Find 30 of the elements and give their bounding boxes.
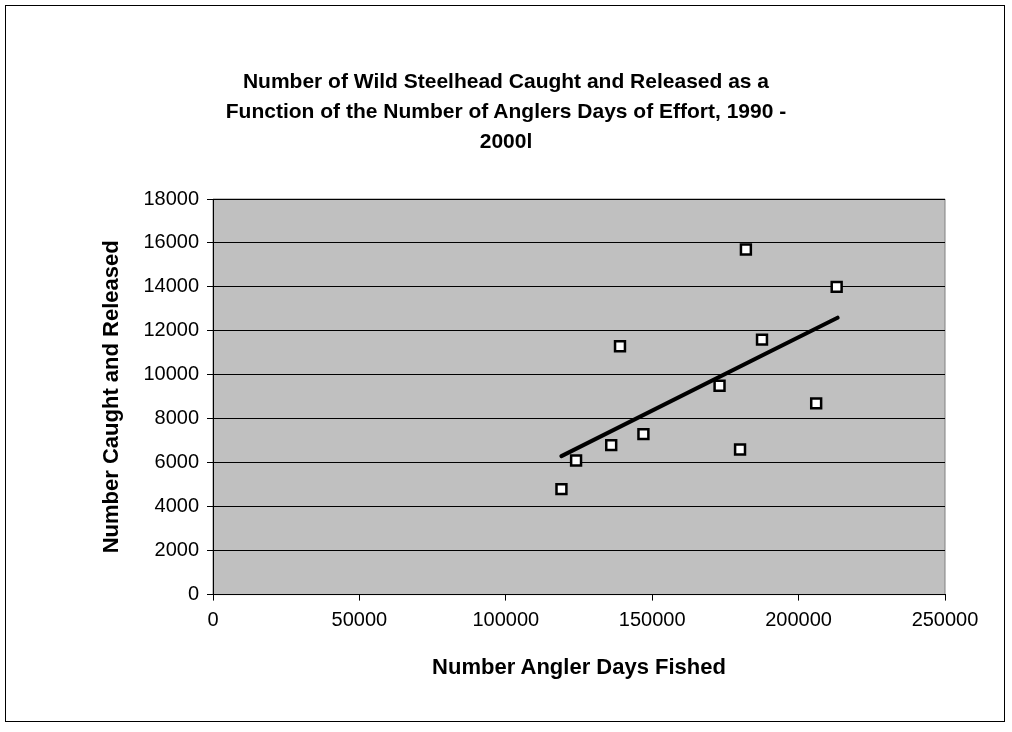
x-tick-label: 100000 (472, 608, 540, 631)
point (569, 454, 583, 467)
point (613, 340, 627, 353)
point (637, 427, 650, 441)
y-tick-label: 14000 (143, 274, 200, 297)
y-tick-label: 8000 (154, 406, 200, 429)
point (830, 280, 843, 294)
y-tick-label: 10000 (143, 362, 200, 385)
point (555, 482, 568, 496)
y-tick-label: 12000 (143, 318, 200, 341)
chart-title: Number of Wild Steelhead Caught and Released as a Function of the Number of Anglers Days of Effort, 1990 - 2000l (224, 68, 788, 154)
point (713, 379, 726, 393)
y-tick-label: 6000 (154, 450, 200, 473)
y-tick-label: 0 (187, 582, 200, 605)
x-tick-label: 0 (207, 608, 219, 631)
y-tick-label: 18000 (143, 186, 200, 209)
x-tick-label: 150000 (618, 608, 686, 631)
point (733, 443, 747, 456)
y-axis-title: Number Caught and Released (98, 240, 124, 554)
point (605, 438, 618, 452)
point (809, 397, 823, 410)
point (739, 243, 753, 256)
x-tick-label: 250000 (911, 608, 979, 631)
x-tick-label: 200000 (765, 608, 832, 631)
y-tick-label: 16000 (143, 230, 200, 253)
x-tick-label: 50000 (331, 608, 388, 631)
point (755, 333, 769, 346)
y-tick-label: 4000 (154, 494, 200, 517)
y-tick-label: 2000 (154, 538, 200, 561)
x-axis-title: Number Angler Days Fished (432, 653, 726, 679)
